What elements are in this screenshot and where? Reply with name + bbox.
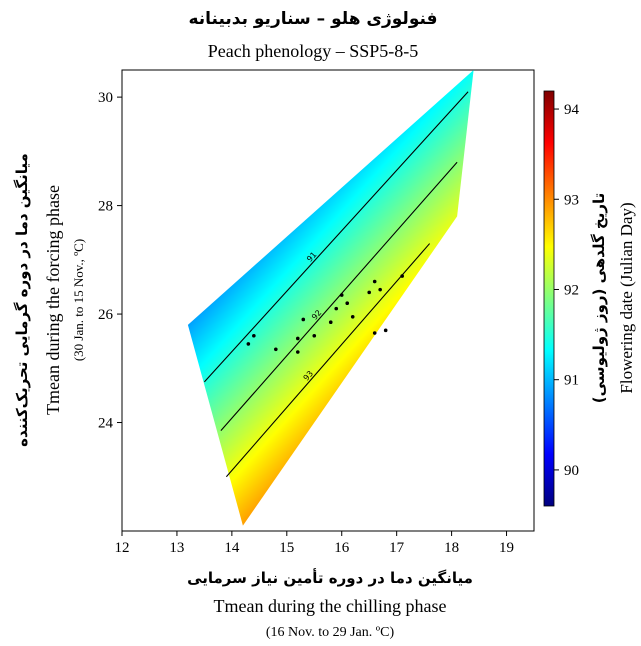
colorbar-tick-label: 91: [564, 373, 579, 389]
observation-point: [328, 320, 333, 324]
contour-line-93: [225, 243, 431, 478]
colorbar-tick-label: 93: [564, 192, 579, 208]
observation-point: [295, 350, 300, 354]
observation-point: [246, 342, 251, 346]
x-tick-label: 14: [224, 540, 240, 556]
x-tick-label: 12: [115, 540, 130, 556]
observation-point: [339, 293, 344, 297]
colorbar: [543, 90, 555, 507]
x-tick-label: 15: [279, 540, 294, 556]
colorbar-label-fa: تاریخ گلدهی (روز ژولیوسی): [590, 193, 608, 403]
observation-point: [334, 306, 339, 311]
x-tick-label: 19: [499, 540, 514, 556]
colorbar-ticks: 90 91 92 93 94: [554, 102, 580, 479]
y-axis: 24 26 28 30: [98, 90, 122, 432]
observation-point: [312, 333, 317, 338]
y-axis-label-fa: میانگین دما در دوره گرمایی تحریک‌کننده: [13, 153, 31, 447]
observation-point: [301, 317, 306, 322]
observation-point: [400, 274, 404, 278]
y-tick-label: 26: [98, 307, 114, 323]
chart-title-fa: فنولوژی هلو – سناریو بدبینانه: [188, 9, 437, 29]
colorbar-label: Flowering date (Julian Day): [617, 202, 636, 393]
observation-point: [383, 328, 388, 333]
observation-point: [372, 279, 377, 284]
colorbar-tick-label: 90: [564, 463, 579, 479]
observation-point: [367, 290, 372, 295]
contour-line-91: [203, 91, 469, 383]
y-axis-label: Tmean during the forcing phase: [43, 185, 63, 415]
x-tick-label: 13: [169, 540, 184, 556]
x-axis-label-fa: میانگین دما در دوره تأمین نیاز سرمایی: [187, 568, 473, 587]
x-axis-sublabel: (16 Nov. to 29 Jan. ºC): [266, 625, 395, 640]
x-tick-label: 16: [334, 540, 350, 556]
observation-point: [295, 336, 300, 341]
y-tick-label: 24: [98, 416, 114, 432]
observation-point: [372, 331, 377, 335]
y-axis-sublabel: (30 Jan. to 15 Nov., ºC): [71, 239, 86, 361]
colorbar-tick-label: 94: [564, 102, 580, 118]
x-tick-label: 17: [389, 540, 405, 556]
observation-point: [350, 314, 355, 319]
observation-points: [246, 274, 404, 354]
observation-point: [345, 301, 350, 306]
chart-title: Peach phenology – SSP5-8-5: [208, 41, 419, 61]
y-tick-label: 30: [98, 90, 113, 106]
x-tick-label: 18: [444, 540, 459, 556]
observation-point: [378, 287, 382, 292]
contour-line-92: [220, 161, 458, 432]
x-axis-label: Tmean during the chilling phase: [214, 596, 447, 616]
observation-point: [252, 333, 256, 338]
y-tick-label: 28: [98, 199, 113, 215]
x-axis: 12 13 14 15 16 17 18 19: [115, 531, 514, 556]
colorbar-tick-label: 92: [564, 282, 579, 298]
observation-point: [274, 347, 278, 352]
